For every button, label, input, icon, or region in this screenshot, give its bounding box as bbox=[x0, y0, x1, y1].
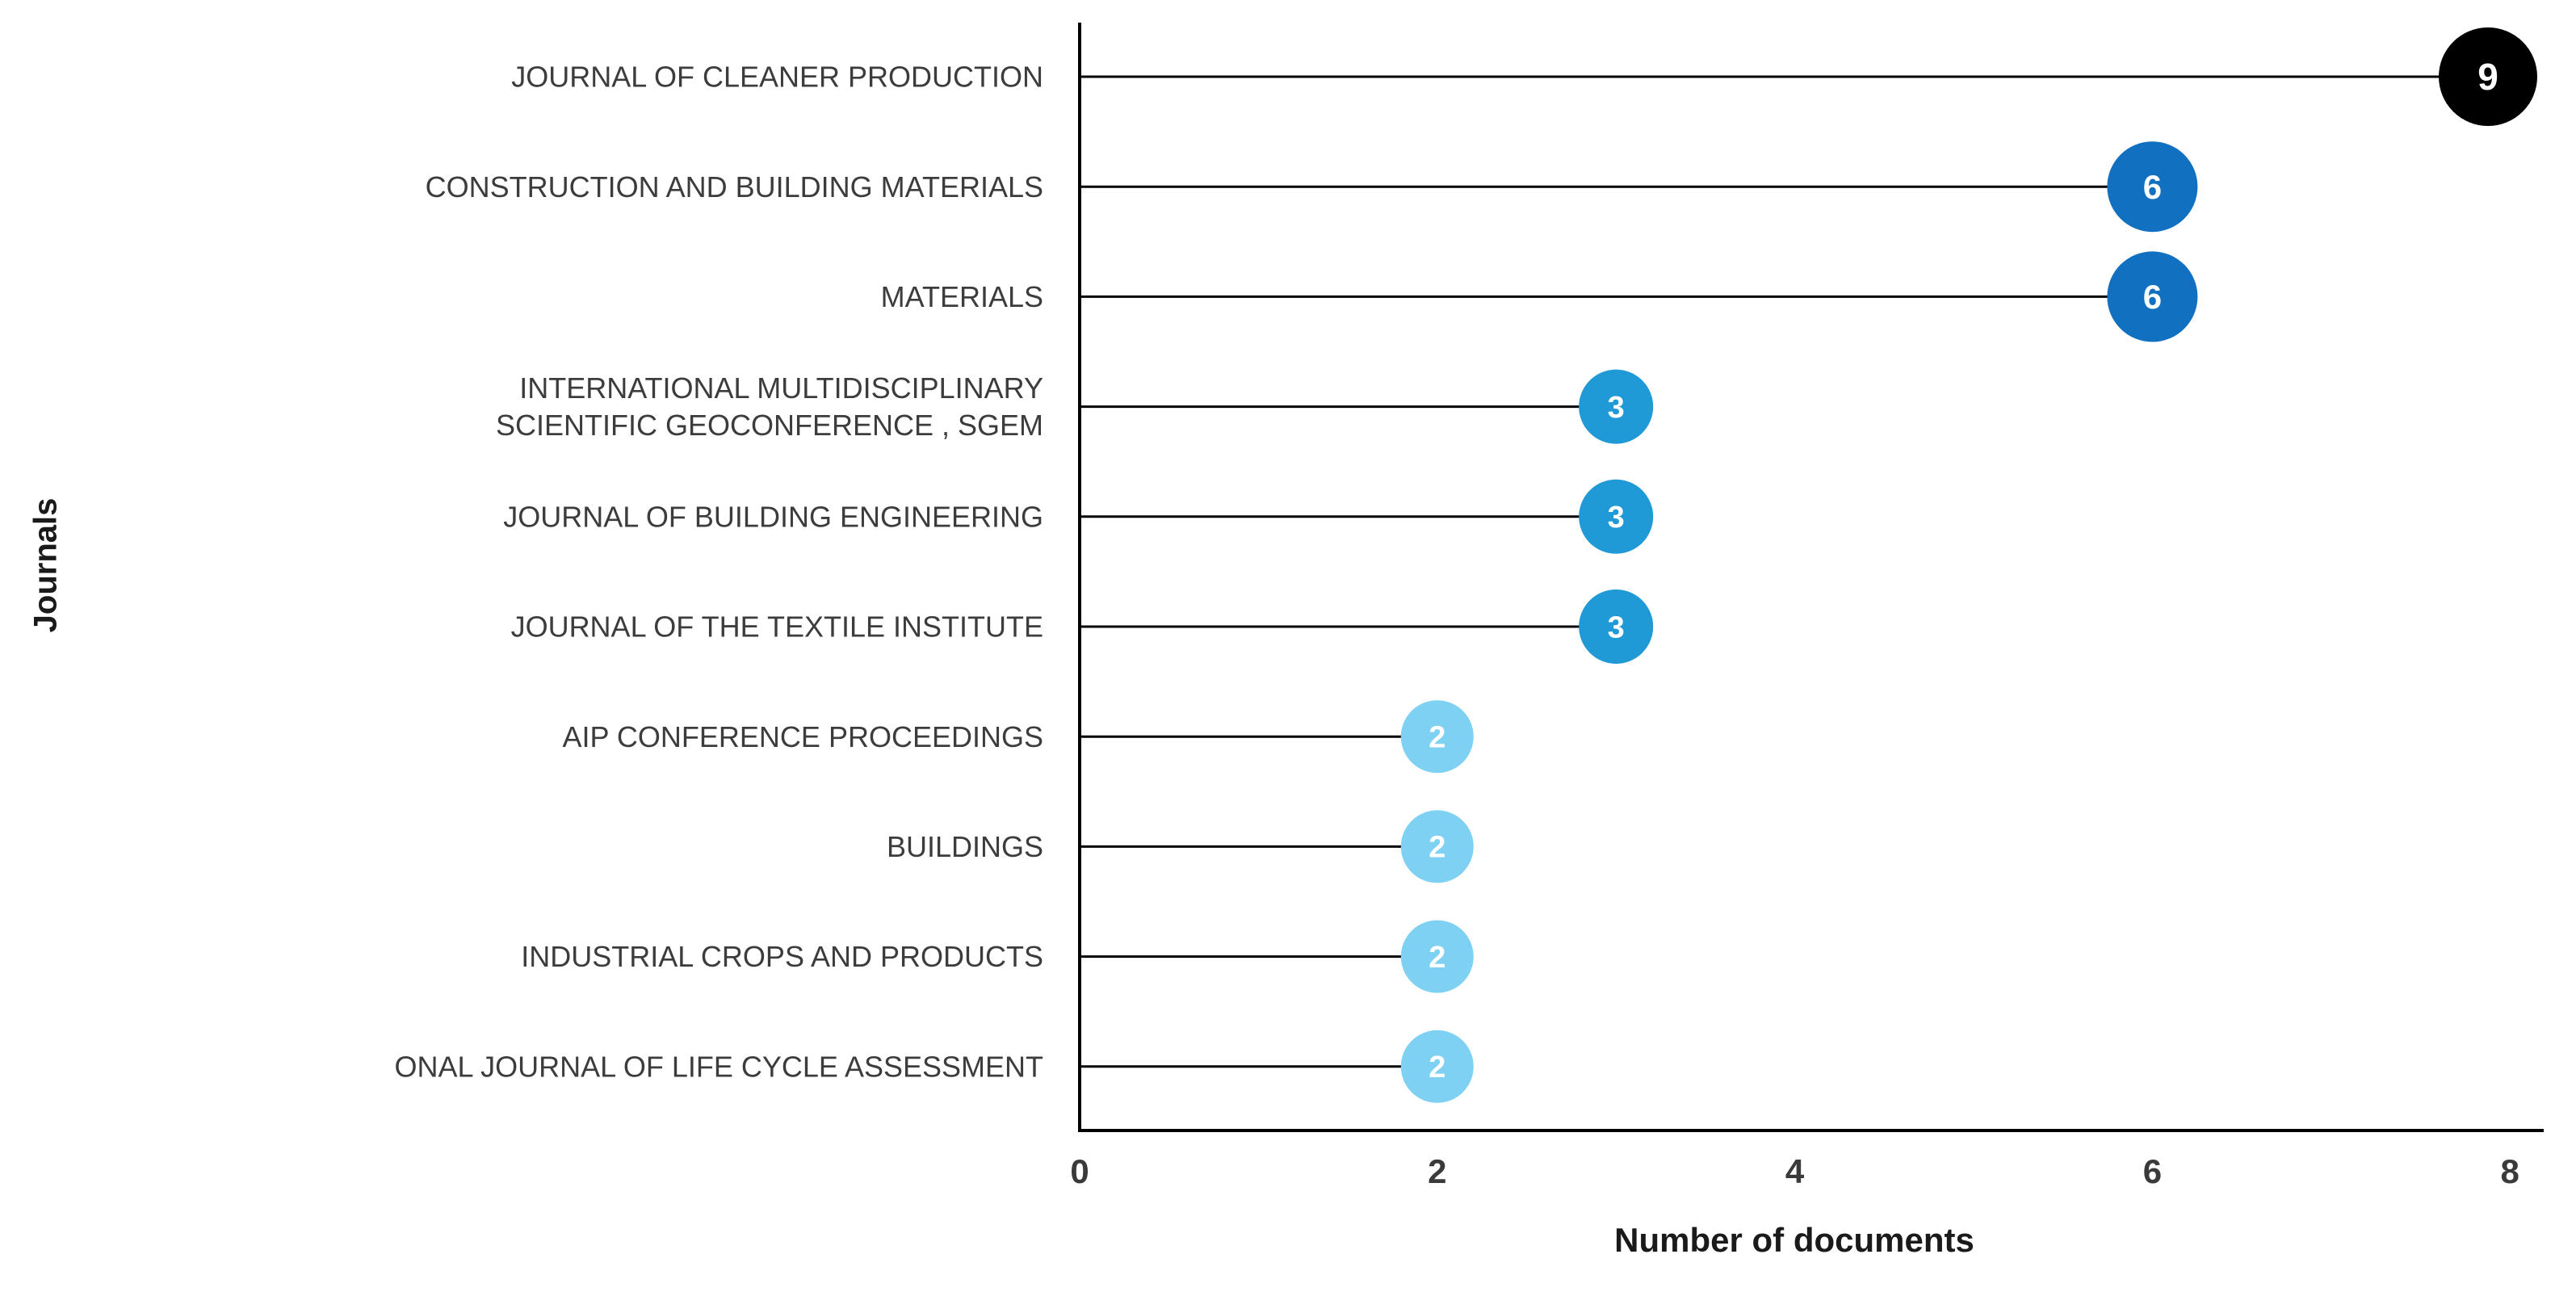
bubble bbox=[1400, 1030, 1474, 1103]
bubble-value-label: 2 bbox=[1429, 941, 1445, 975]
y-category-label: JOURNAL OF BUILDING ENGINEERING bbox=[503, 500, 1043, 533]
y-category-label: CONSTRUCTION AND BUILDING MATERIALS bbox=[426, 170, 1043, 203]
bubble-value-label: 6 bbox=[2143, 168, 2162, 206]
bubble-value-label: 2 bbox=[1429, 721, 1445, 755]
y-category-label: SCIENTIFIC GEOCONFERENCE , SGEM bbox=[496, 409, 1043, 442]
y-category-label: MATERIALS bbox=[881, 280, 1043, 313]
bubble-value-label: 2 bbox=[1429, 1051, 1445, 1084]
bubble-value-label: 3 bbox=[1608, 610, 1625, 644]
bubble-value-label: 6 bbox=[2143, 278, 2162, 316]
x-tick-label: 8 bbox=[2501, 1152, 2519, 1190]
y-category-label: ONAL JOURNAL OF LIFE CYCLE ASSESSMENT bbox=[394, 1050, 1043, 1083]
bubble-value-label: 3 bbox=[1608, 501, 1625, 535]
y-category-label: AIP CONFERENCE PROCEEDINGS bbox=[563, 720, 1043, 753]
bubble bbox=[1400, 810, 1474, 883]
bubble-value-label: 9 bbox=[2477, 56, 2498, 98]
bubble bbox=[1400, 700, 1474, 774]
x-tick-label: 0 bbox=[1070, 1152, 1089, 1190]
y-category-label: INTERNATIONAL MULTIDISCIPLINARY bbox=[519, 371, 1043, 405]
x-tick-label: 4 bbox=[1785, 1152, 1805, 1190]
x-tick-label: 6 bbox=[2143, 1152, 2162, 1190]
bubble bbox=[2107, 141, 2198, 233]
y-category-label: INDUSTRIAL CROPS AND PRODUCTS bbox=[521, 940, 1043, 973]
x-axis-title: Number of documents bbox=[1614, 1221, 1974, 1259]
bubble bbox=[1579, 589, 1654, 664]
bubble bbox=[1579, 369, 1654, 444]
bubble bbox=[1400, 920, 1474, 993]
bubble bbox=[2439, 27, 2537, 126]
bubble bbox=[1579, 479, 1654, 554]
bubble-value-label: 2 bbox=[1429, 831, 1445, 865]
y-category-label: BUILDINGS bbox=[887, 830, 1043, 863]
y-category-label: JOURNAL OF CLEANER PRODUCTION bbox=[511, 61, 1043, 94]
y-category-label: JOURNAL OF THE TEXTILE INSTITUTE bbox=[511, 610, 1043, 644]
bubble-value-label: 3 bbox=[1608, 391, 1625, 425]
bubble bbox=[2107, 251, 2198, 342]
x-tick-label: 2 bbox=[1428, 1152, 1446, 1190]
